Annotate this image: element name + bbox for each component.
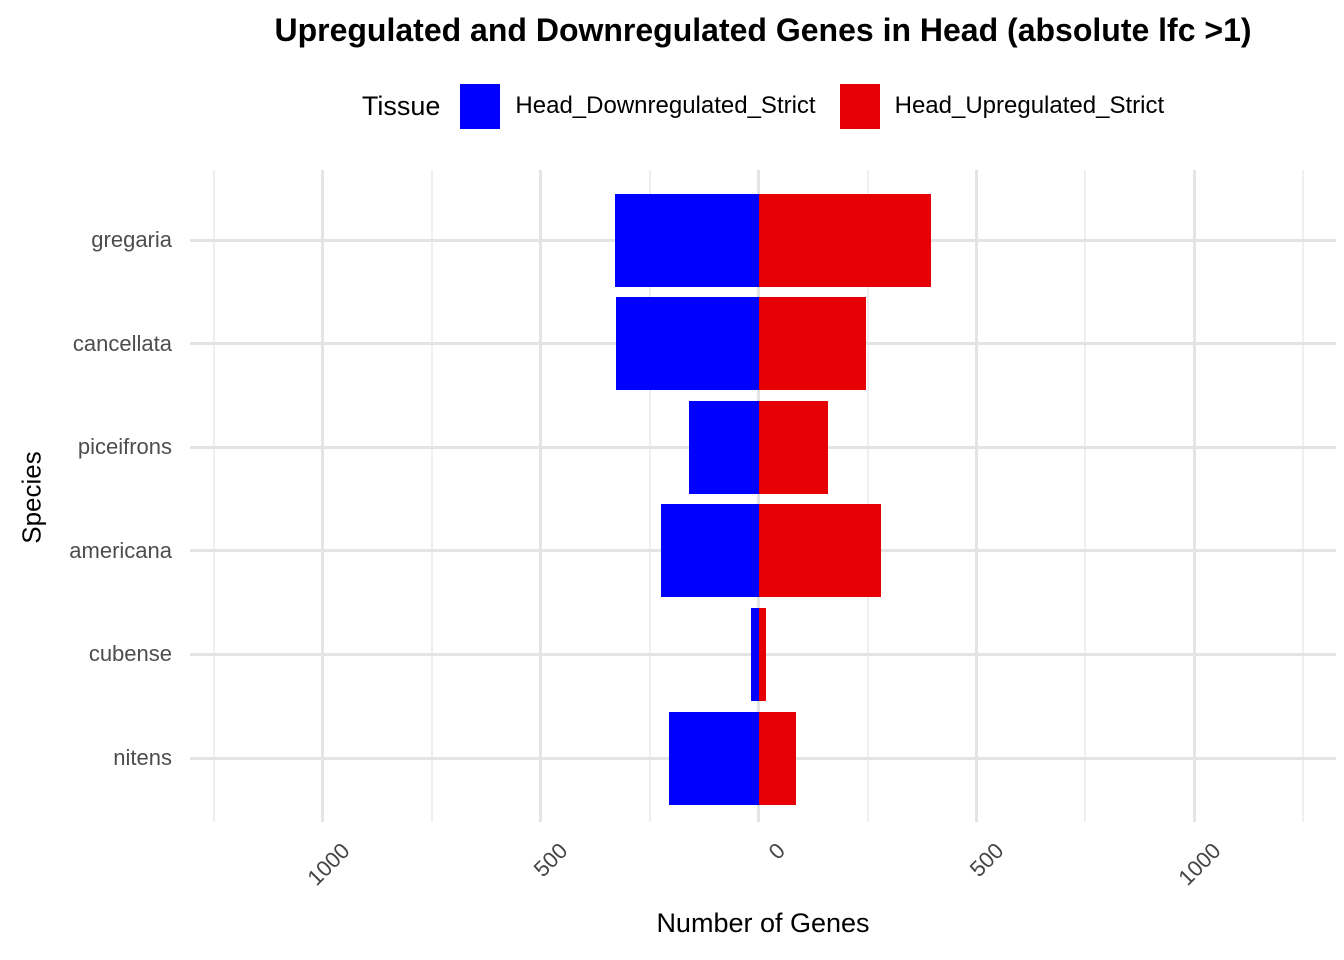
- y-tick-label-gregaria: gregaria: [91, 227, 172, 252]
- plot-panel: [190, 170, 1336, 822]
- vertical-major-gridline: [321, 170, 325, 822]
- y-tick-label-piceifrons: piceifrons: [77, 434, 172, 460]
- x-axis-title: Number of Genes: [656, 908, 870, 938]
- vertical-minor-gridline: [1302, 170, 1305, 822]
- legend-label-upregulated: Head_Upregulated_Strict: [894, 92, 1165, 119]
- vertical-major-gridline: [757, 170, 761, 822]
- bar-downregulated-cancellata: [616, 297, 759, 391]
- x-axis-tick-labels: 1000 500 0 500 1000: [190, 822, 1336, 902]
- vertical-minor-gridline: [1084, 170, 1087, 822]
- vertical-major-gridline: [1192, 170, 1196, 822]
- bar-upregulated-cancellata: [758, 297, 867, 391]
- legend: Tissue Head_Downregulated_Strict Head_Up…: [190, 80, 1336, 132]
- vertical-minor-gridline: [430, 170, 433, 822]
- legend-label-downregulated: Head_Downregulated_Strict: [515, 92, 816, 119]
- y-axis-tick-labels: gregaria cancellata piceifrons americana cub…: [0, 170, 172, 822]
- y-tick-label-cubense: cubense: [88, 641, 172, 667]
- x-tick-label-0: 0: [763, 838, 791, 865]
- y-tick-label-nitens: nitens: [113, 745, 172, 770]
- x-tick-label-1000: 1000: [1173, 838, 1227, 891]
- vertical-minor-gridline: [648, 170, 651, 822]
- y-tick-label-cancellata: cancellata: [72, 330, 172, 356]
- legend-swatch-upregulated: [839, 83, 880, 129]
- vertical-major-gridline: [975, 170, 978, 822]
- vertical-minor-gridline: [212, 170, 215, 822]
- bar-upregulated-cubense: [758, 607, 766, 701]
- bar-upregulated-gregaria: [758, 193, 931, 287]
- chart-title: Upregulated and Downregulated Genes in H…: [274, 12, 1252, 48]
- bar-downregulated-gregaria: [614, 193, 759, 287]
- x-tick-label-1000: 1000: [302, 838, 355, 891]
- y-tick-label-americana: americana: [69, 537, 172, 563]
- vertical-minor-gridline: [866, 170, 869, 822]
- bar-downregulated-cubense: [750, 607, 759, 701]
- bar-upregulated-piceifrons: [758, 400, 829, 494]
- x-tick-label-500: 500: [528, 838, 573, 882]
- legend-swatch-downregulated: [460, 83, 501, 129]
- legend-title: Tissue: [361, 90, 441, 121]
- legend-item-upregulated: Head_Upregulated_Strict: [839, 83, 1165, 129]
- bar-upregulated-americana: [758, 504, 882, 598]
- bar-downregulated-nitens: [669, 711, 759, 805]
- bar-downregulated-piceifrons: [688, 400, 759, 494]
- x-tick-label-500: 500: [964, 838, 1009, 882]
- bar-upregulated-nitens: [758, 711, 796, 805]
- vertical-major-gridline: [539, 170, 543, 822]
- bar-downregulated-americana: [660, 504, 759, 598]
- legend-item-downregulated: Head_Downregulated_Strict: [460, 83, 816, 129]
